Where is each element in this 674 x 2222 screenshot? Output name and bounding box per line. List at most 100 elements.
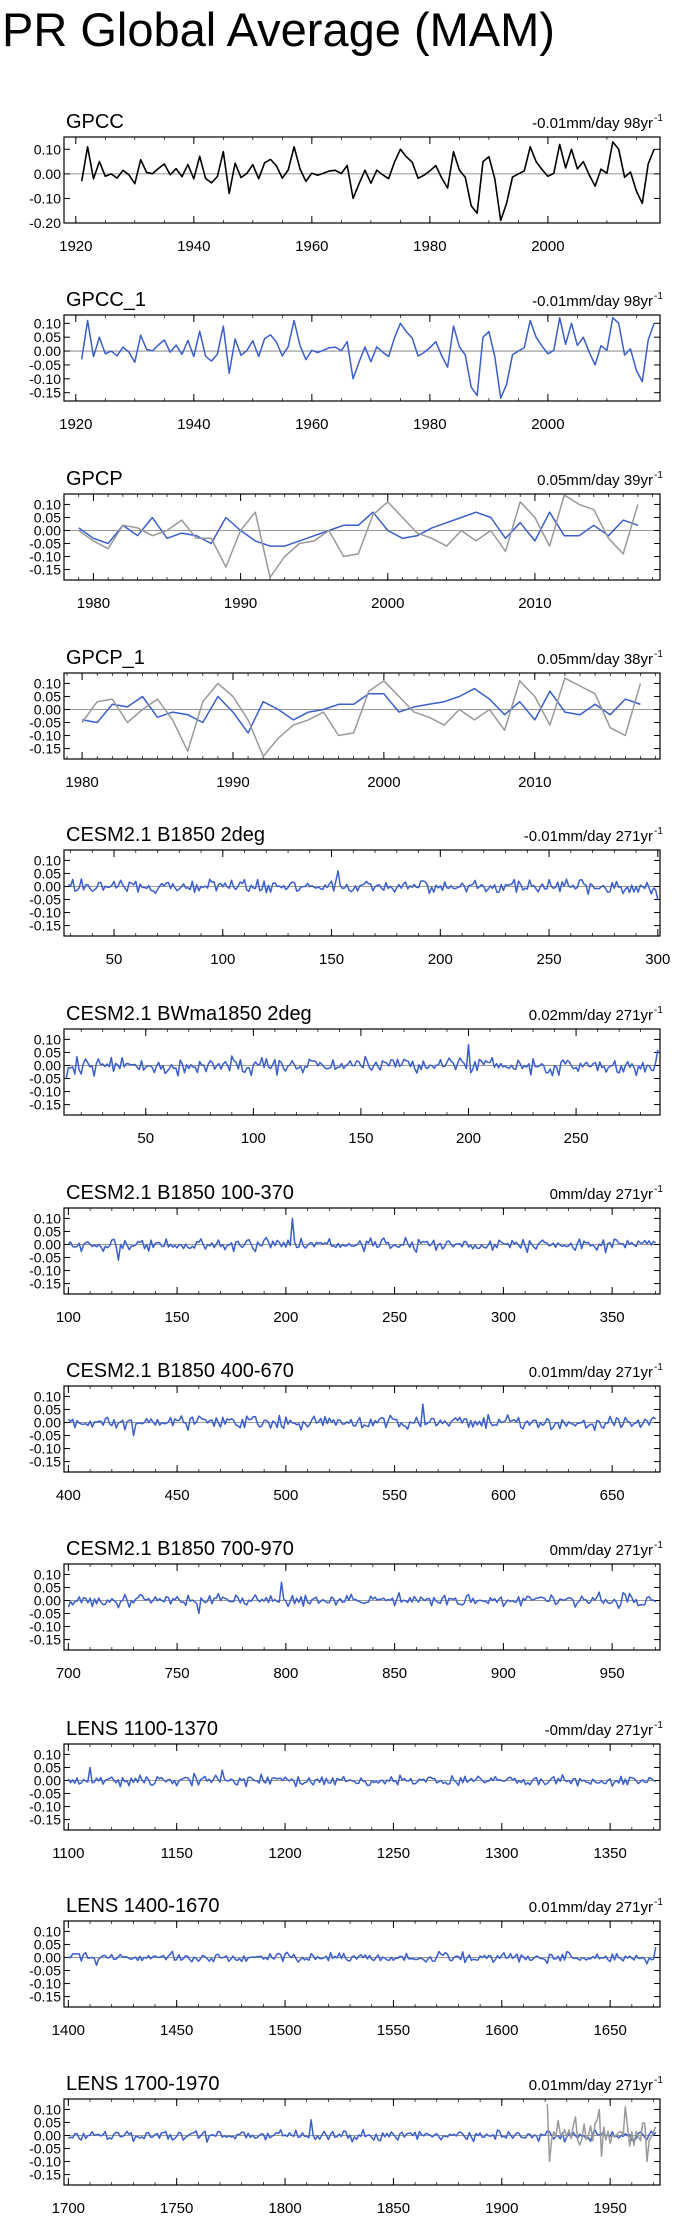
trend-exponent: -1: [654, 113, 663, 124]
ytick-label: 0.10: [34, 1746, 61, 1762]
trend-exponent: -1: [654, 649, 663, 660]
panel-title: GPCP_1: [66, 647, 145, 669]
xtick-label: 1600: [485, 2022, 518, 2039]
figure-title: PR Global Average (MAM): [2, 3, 555, 56]
xtick-label: 1980: [77, 595, 110, 612]
xtick-label: 2010: [518, 595, 551, 612]
xtick-label: 1350: [593, 1845, 626, 1862]
xtick-label: 2000: [531, 416, 564, 433]
plot-frame: [63, 1743, 661, 1831]
ytick-label: 0.05: [34, 865, 61, 881]
trend-exponent: -1: [654, 291, 663, 302]
xtick-label: 1550: [377, 2022, 410, 2039]
panel-title: LENS 1700-1970: [66, 2073, 219, 2095]
ytick-label: -0.05: [29, 1606, 61, 1622]
xtick-label: 1700: [52, 2200, 85, 2217]
ytick-label: 0.10: [34, 496, 61, 512]
ytick-label: 0.00: [34, 1236, 61, 1252]
xtick-label: 1980: [413, 416, 446, 433]
ytick-label: 0.05: [34, 1579, 61, 1595]
xtick-label: 250: [564, 1130, 589, 1147]
xtick-label: 1100: [52, 1845, 84, 1862]
plot-frame: [63, 1028, 661, 1116]
ytick-label: 0.05: [34, 2114, 61, 2130]
ytick-label: 0.05: [34, 1401, 61, 1417]
series-line-1: [67, 1766, 657, 1788]
series-line-1: [67, 2119, 657, 2143]
xtick-label: 450: [165, 1487, 190, 1504]
series-line-2: [546, 2104, 657, 2163]
xtick-label: 100: [56, 1309, 81, 1326]
ytick-label: 0.05: [34, 1759, 61, 1775]
ytick-label: 0.00: [34, 1592, 61, 1608]
xtick-label: 700: [56, 1665, 81, 1682]
xtick-label: 1650: [593, 2022, 626, 2039]
ytick-label: 0.10: [34, 1031, 61, 1047]
panel-title: GPCC: [66, 111, 124, 133]
series-line-1: [80, 317, 655, 399]
ytick-label: -0.15: [29, 385, 61, 401]
ytick-label: 0.10: [34, 315, 61, 331]
ytick-label: -0.05: [29, 715, 61, 731]
ytick-label: -0.10: [29, 1263, 61, 1279]
xtick-label: 900: [491, 1665, 516, 1682]
xtick-label: 1150: [161, 1845, 193, 1862]
ytick-label: -0.05: [29, 1963, 61, 1979]
trend-label: -0.01mm/day 271yr: [524, 828, 653, 845]
xtick-label: 150: [319, 951, 344, 968]
xtick-label: 1450: [160, 2022, 193, 2039]
ytick-label: -0.15: [29, 562, 61, 578]
ytick-label: -0.20: [29, 215, 61, 231]
ytick-label: -0.05: [29, 1250, 61, 1266]
series-line-1: [68, 1946, 657, 1967]
trend-label: 0.05mm/day 39yr: [537, 472, 653, 489]
ytick-label: -0.10: [29, 1441, 61, 1457]
panel-title: CESM2.1 B1850 700-970: [66, 1538, 294, 1560]
trend-label: -0.01mm/day 98yr: [532, 293, 653, 310]
ytick-label: 0.05: [34, 688, 61, 704]
ytick-label: -0.10: [29, 371, 61, 387]
xtick-label: 1900: [485, 2200, 518, 2217]
ytick-label: 0.05: [34, 1936, 61, 1952]
ytick-label: -0.15: [29, 1097, 61, 1113]
ytick-label: 0.00: [34, 1057, 61, 1073]
xtick-label: 1850: [377, 2200, 410, 2217]
series-line-1: [67, 1403, 657, 1437]
xtick-label: 150: [348, 1130, 373, 1147]
series-line-1: [65, 1043, 659, 1079]
xtick-label: 2000: [371, 595, 404, 612]
plot-frame: [63, 1563, 661, 1651]
xtick-label: 350: [600, 1309, 625, 1326]
ytick-label: -0.05: [29, 2141, 61, 2157]
xtick-label: 1250: [377, 1845, 410, 1862]
panel-title: GPCP: [66, 468, 123, 490]
trend-exponent: -1: [654, 826, 663, 837]
plot-frame: [63, 1920, 661, 2008]
ytick-label: 0.00: [34, 522, 61, 538]
ytick-label: -0.10: [29, 1084, 61, 1100]
ytick-label: 0.00: [34, 2127, 61, 2143]
ytick-label: 0.00: [34, 1414, 61, 1430]
ytick-label: -0.05: [29, 1428, 61, 1444]
ytick-label: 0.00: [34, 878, 61, 894]
series-line-1: [67, 870, 659, 900]
xtick-label: 1950: [593, 2200, 626, 2217]
trend-label: 0.02mm/day 271yr: [529, 1007, 653, 1024]
trend-exponent: -1: [654, 1184, 663, 1195]
trend-label: 0mm/day 271yr: [550, 1542, 653, 1559]
xtick-label: 650: [600, 1487, 625, 1504]
ytick-label: 0.10: [34, 675, 61, 691]
plot-frame: [63, 1207, 661, 1295]
ytick-label: -0.10: [29, 190, 61, 206]
xtick-label: 150: [165, 1309, 190, 1326]
xtick-label: 200: [273, 1309, 298, 1326]
ytick-label: -0.15: [29, 741, 61, 757]
xtick-label: 1990: [224, 595, 257, 612]
ytick-label: 0.05: [34, 329, 61, 345]
xtick-label: 2010: [518, 774, 551, 791]
plot-frame: [63, 1385, 661, 1473]
xtick-label: 2000: [367, 774, 400, 791]
ytick-label: -0.15: [29, 1632, 61, 1648]
xtick-label: 1920: [59, 238, 92, 255]
plot-frame: [63, 314, 661, 402]
